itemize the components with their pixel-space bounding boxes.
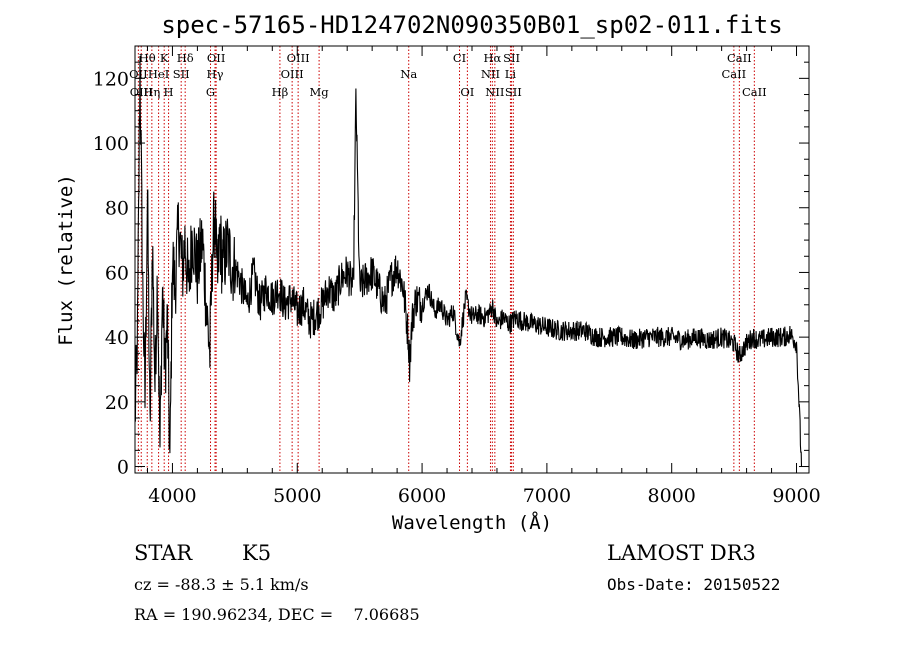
spectrum-line-0 bbox=[134, 55, 803, 467]
chart-title: spec-57165-HD124702N090350B01_sp02-011.f… bbox=[161, 11, 782, 39]
marker-label-13: OIII bbox=[281, 67, 304, 81]
marker-label-15: NII bbox=[481, 67, 500, 81]
marker-label-14: Na bbox=[400, 67, 417, 81]
marker-label-5: CI bbox=[453, 51, 466, 65]
marker-label-24: OI bbox=[460, 85, 474, 99]
marker-label-10: HeI bbox=[148, 67, 169, 81]
y-tick-label-5: 100 bbox=[93, 133, 129, 155]
coordinates-readout: RA = 190.96234, DEC = 7.06685 bbox=[134, 605, 420, 624]
x-tick-label-1: 5000 bbox=[273, 485, 321, 507]
x-tick-label-3: 7000 bbox=[523, 485, 571, 507]
marker-label-7: SII bbox=[503, 51, 520, 65]
x-tick-label-5: 9000 bbox=[772, 485, 820, 507]
marker-label-20: H bbox=[164, 85, 174, 99]
marker-label-25: NII bbox=[485, 85, 504, 99]
marker-label-1: K bbox=[160, 51, 169, 65]
marker-label-9: OII bbox=[129, 67, 148, 81]
y-tick-label-0: 0 bbox=[117, 457, 129, 479]
x-tick-label-2: 6000 bbox=[398, 485, 446, 507]
marker-label-2: Hδ bbox=[177, 51, 194, 65]
y-tick-label-4: 80 bbox=[105, 198, 129, 220]
x-axis-label: Wavelength (Å) bbox=[392, 511, 552, 534]
survey-name: LAMOST DR3 bbox=[607, 541, 756, 565]
marker-label-12: Hγ bbox=[207, 67, 224, 81]
marker-label-19: Hη bbox=[143, 85, 160, 99]
marker-label-3: OII bbox=[207, 51, 226, 65]
y-tick-labels: 0 20 40 60 80 100 120 bbox=[93, 68, 129, 478]
marker-label-16: Li bbox=[505, 67, 517, 81]
y-tick-label-1: 20 bbox=[105, 392, 129, 414]
marker-label-6: Hα bbox=[483, 51, 501, 65]
marker-label-27: CaII bbox=[742, 85, 767, 99]
y-tick-label-2: 40 bbox=[105, 327, 129, 349]
object-class: STAR bbox=[134, 541, 193, 565]
marker-label-23: Mg bbox=[310, 85, 330, 99]
x-tick-labels: 4000 5000 6000 7000 8000 9000 bbox=[148, 485, 820, 507]
axis-ticks bbox=[135, 46, 809, 473]
object-subclass: K5 bbox=[242, 541, 271, 565]
observation-date: Obs-Date: 20150522 bbox=[607, 575, 780, 594]
y-axis-label: Flux (relative) bbox=[55, 174, 77, 346]
marker-label-22: Hβ bbox=[272, 85, 289, 99]
redshift-readout: cz = -88.3 ± 5.1 km/s bbox=[134, 575, 309, 594]
marker-label-4: OIII bbox=[287, 51, 310, 65]
y-tick-label-3: 60 bbox=[105, 262, 129, 284]
x-tick-label-4: 8000 bbox=[648, 485, 696, 507]
x-tick-label-0: 4000 bbox=[148, 485, 196, 507]
marker-label-8: CaII bbox=[727, 51, 752, 65]
spectral-line-markers bbox=[137, 46, 755, 473]
marker-label-17: CaII bbox=[721, 67, 746, 81]
marker-label-11: SII bbox=[173, 67, 190, 81]
marker-label-0: Hθ bbox=[139, 51, 156, 65]
spectrum-series bbox=[134, 55, 803, 467]
marker-label-21: G bbox=[206, 85, 215, 99]
y-tick-label-6: 120 bbox=[93, 68, 129, 90]
marker-label-26: SII bbox=[505, 85, 522, 99]
